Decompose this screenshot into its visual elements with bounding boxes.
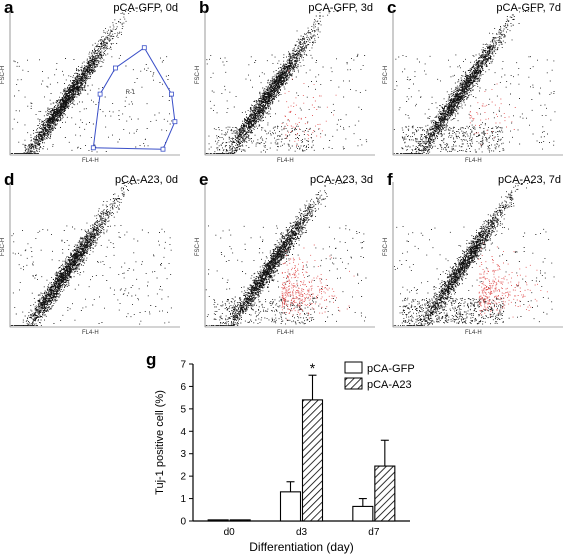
x-axis-label-f: FL4-H bbox=[465, 330, 482, 336]
scatter-axes bbox=[204, 10, 375, 156]
gated-event-dots bbox=[281, 70, 337, 146]
x-axis-label-b: FL4-H bbox=[277, 158, 294, 164]
significance-star: * bbox=[310, 360, 316, 376]
x-tick-label: d3 bbox=[296, 527, 308, 538]
gated-event-dots bbox=[469, 83, 516, 146]
bar-chart-svg: 0 1 2 3 4 5 6 7 Tuj-1 positive cell (%) Different… bbox=[154, 360, 415, 555]
gate-handle bbox=[97, 91, 103, 97]
panel-letter-d: d bbox=[4, 170, 15, 189]
y-tick-label: 2 bbox=[180, 472, 186, 483]
flow-panel-e: e pCA-A23, 3d FL4-H FSC-H bbox=[195, 170, 385, 342]
y-axis-label-b: FSC-H bbox=[195, 65, 202, 85]
bar-pCA-GFP bbox=[279, 491, 302, 522]
gate-handle bbox=[90, 145, 96, 151]
scatter-axes bbox=[9, 10, 180, 156]
x-axis-label-d: FL4-H bbox=[82, 330, 99, 336]
flow-panel-a: a pCA-GFP, 0d R-1 FL4-H FSC-H bbox=[0, 0, 190, 170]
panel-letter-c: c bbox=[387, 0, 397, 17]
panel-letter-f: f bbox=[387, 170, 393, 189]
panel-title-f: pCA-A23, 7d bbox=[498, 174, 561, 186]
gate-handle bbox=[141, 45, 147, 51]
x-tick-label: d7 bbox=[368, 527, 380, 538]
scatter-plot-d bbox=[9, 182, 180, 328]
event-dots bbox=[10, 10, 178, 155]
panel-title-b: pCA-GFP, 3d bbox=[308, 2, 373, 14]
legend-swatch-pCA-GFP bbox=[344, 361, 363, 374]
panel-letter-a: a bbox=[4, 0, 14, 17]
event-dots bbox=[393, 182, 555, 327]
flow-panel-c: c pCA-GFP, 7d FL4-H FSC-H bbox=[383, 0, 573, 170]
gate-handle bbox=[113, 65, 118, 71]
panel-title-c: pCA-GFP, 7d bbox=[496, 2, 561, 14]
bar-chart-g: g 0 1 2 3 4 5 6 7 Tuj-1 positive cell (%) Differe… bbox=[0, 350, 576, 558]
gate-handle bbox=[160, 146, 166, 152]
legend-label: pCA-A23 bbox=[367, 379, 412, 391]
x-axis-label-c: FL4-H bbox=[465, 158, 482, 164]
scatter-axes bbox=[392, 10, 563, 156]
y-axis-label-e: FSC-H bbox=[195, 237, 202, 257]
gate-handle bbox=[172, 119, 178, 125]
y-tick-label: 6 bbox=[180, 382, 186, 393]
flow-panel-d: d pCA-A23, 0d FL4-H FSC-H bbox=[0, 170, 190, 342]
flow-panel-b: b pCA-GFP, 3d FL4-H FSC-H bbox=[195, 0, 385, 170]
bar-pCA-A23 bbox=[301, 399, 324, 522]
panel-letter-e: e bbox=[199, 170, 209, 189]
y-tick-label: 5 bbox=[180, 404, 186, 415]
event-dots bbox=[205, 10, 368, 155]
y-tick-label: 3 bbox=[180, 449, 186, 460]
y-tick-label: 4 bbox=[180, 427, 186, 438]
y-axis-label-f: FSC-H bbox=[383, 237, 390, 257]
event-dots bbox=[205, 182, 367, 327]
x-axis-title: Differentiation (day) bbox=[249, 540, 354, 554]
scatter-plot-f bbox=[392, 182, 563, 328]
y-tick-label: 1 bbox=[180, 494, 186, 505]
bar-pCA-GFP bbox=[207, 519, 229, 522]
bar-pCA-A23 bbox=[374, 465, 396, 522]
flow-panel-f: f pCA-A23, 7d FL4-H FSC-H bbox=[383, 170, 573, 342]
legend-swatch-pCA-A23 bbox=[344, 377, 363, 390]
gated-event-dots bbox=[478, 242, 548, 318]
y-axis-label-d: FSC-H bbox=[0, 237, 7, 257]
bar-pCA-GFP bbox=[352, 505, 374, 522]
scatter-plot-a: R-1 bbox=[9, 10, 180, 156]
legend-label: pCA-GFP bbox=[367, 363, 415, 375]
panel-title-e: pCA-A23, 3d bbox=[310, 174, 373, 186]
scatter-plot-e bbox=[204, 182, 375, 328]
gate-polygon bbox=[92, 46, 176, 150]
gate-label: R-1 bbox=[126, 90, 136, 96]
scatter-axes bbox=[9, 182, 180, 328]
scatter-plot-b bbox=[204, 10, 375, 156]
y-axis-label-c: FSC-H bbox=[383, 65, 390, 85]
event-dots bbox=[393, 10, 556, 155]
x-tick-label: d0 bbox=[224, 527, 236, 538]
panel-letter-b: b bbox=[199, 0, 210, 17]
y-tick-label: 0 bbox=[180, 517, 186, 528]
y-axis-label-a: FSC-H bbox=[0, 65, 7, 85]
gate-handle bbox=[169, 91, 174, 97]
scatter-plot-c bbox=[392, 10, 563, 156]
y-tick-label: 7 bbox=[180, 360, 186, 371]
scatter-axes bbox=[392, 182, 563, 328]
gated-event-dots bbox=[281, 244, 355, 321]
event-dots bbox=[10, 182, 172, 327]
scatter-axes bbox=[204, 182, 375, 328]
bar-pCA-A23 bbox=[229, 519, 251, 522]
y-axis-title: Tuj-1 positive cell (%) bbox=[154, 390, 166, 495]
panel-letter-g: g bbox=[146, 350, 157, 369]
x-axis-label-a: FL4-H bbox=[82, 158, 99, 164]
x-axis-label-e: FL4-H bbox=[277, 330, 294, 336]
